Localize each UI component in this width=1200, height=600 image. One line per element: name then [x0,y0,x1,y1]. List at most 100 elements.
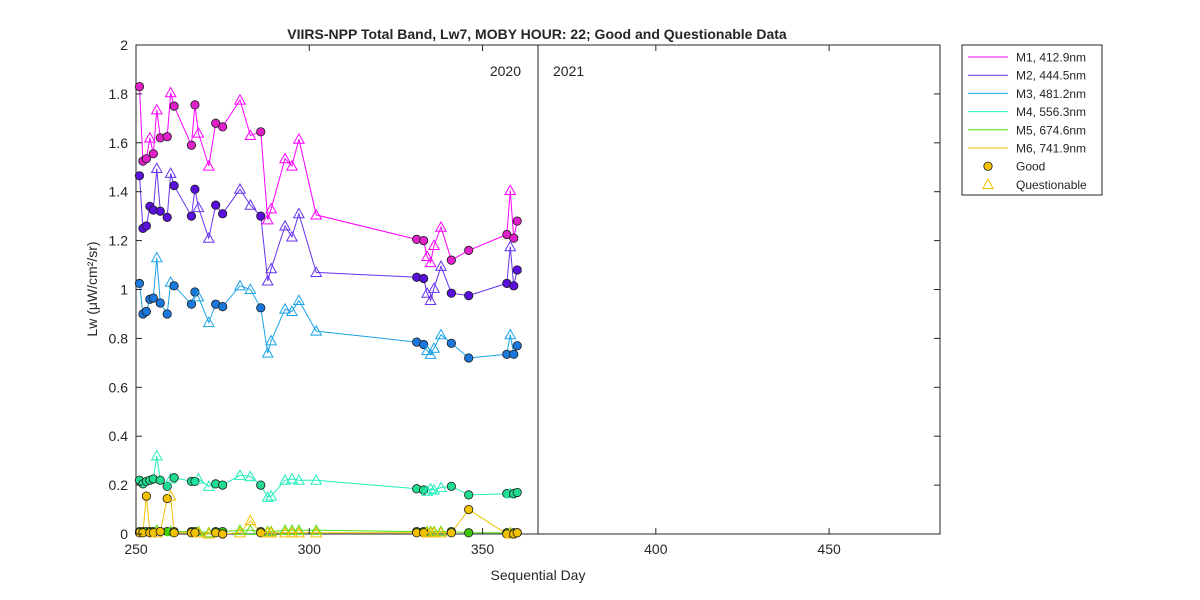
legend-label-m2: M2, 444.5nm [1016,69,1086,83]
good-point-m6-31 [446,528,456,538]
questionable-point-m2-24 [310,266,323,277]
good-point-m6-32 [464,504,474,515]
x-tick-label: 400 [644,541,668,557]
good-point-m4-6 [155,475,165,485]
good-point-m3-35 [509,349,519,359]
questionable-point-m3-28 [424,348,437,359]
questionable-point-m6-29 [427,526,441,538]
good-point-m4-32 [464,490,474,500]
questionable-point-m1-3 [143,131,156,143]
y-tick-label: 0.2 [109,477,129,493]
good-point-m1-11 [190,100,200,110]
good-point-m1-31 [446,255,456,265]
questionable-point-m1-8 [164,86,177,98]
questionable-point-m1-23 [292,132,305,144]
year-label-left: 2020 [490,63,521,79]
good-point-m4-18 [256,480,266,490]
legend-questionable-marker [981,178,995,189]
good-point-m3-10 [186,299,197,309]
questionable-point-m4-13 [202,480,215,491]
questionable-point-m5-21 [278,524,292,535]
good-point-m4-9 [169,473,179,483]
good-point-m3-4 [148,293,158,303]
questionable-point-m3-12 [192,290,205,302]
good-point-m6-18 [256,528,266,538]
legend-items: M1, 412.9nm M2, 444.5nm M3, 481.2nm M4, 556… [968,51,1087,192]
x-tick-label: 350 [471,541,495,557]
good-point-m2-0 [134,171,145,181]
good-point-m2-26 [419,273,429,284]
questionable-point-m4-22 [285,472,299,484]
questionable-point-m3-22 [285,305,299,317]
legend-label-m3: M3, 481.2nm [1016,87,1086,101]
questionable-point-m1-22 [285,159,299,171]
good-point-m6-9 [169,528,179,538]
good-point-m2-2 [141,221,151,231]
questionable-point-m3-29 [427,341,441,353]
questionable-point-m1-28 [424,256,437,268]
legend-label-m1: M1, 412.9nm [1016,51,1086,65]
y-tick-label: 1.8 [109,86,129,102]
questionable-point-m4-30 [434,481,448,493]
questionable-point-m1-34 [504,184,517,196]
questionable-point-m2-34 [504,240,517,252]
questionable-point-m1-27 [421,250,434,262]
good-point-m1-18 [256,127,266,137]
good-point-m3-15 [218,302,228,312]
chart-title: VIIRS-NPP Total Band, Lw7, MOBY HOUR: 22… [287,26,787,42]
good-point-m1-9 [169,101,179,111]
x-tick-label: 300 [298,541,322,557]
good-point-m3-18 [256,303,266,313]
good-point-m4-31 [446,481,456,491]
y-tick-label: 0.8 [109,330,129,346]
good-point-m1-32 [464,245,474,255]
questionable-point-m6-22 [285,526,299,538]
good-point-m3-31 [446,338,456,348]
y-tick-label: 1.6 [109,135,129,151]
y-tick-label: 1 [120,282,128,298]
questionable-point-m6-8 [164,489,177,501]
questionable-point-m5-16 [233,524,247,535]
questionable-point-m5-24 [310,524,323,535]
questionable-point-m2-5 [150,162,163,174]
good-point-m2-18 [256,211,266,221]
good-point-m4-11 [190,476,200,487]
good-point-m2-31 [446,288,456,298]
questionable-point-m4-12 [192,472,205,484]
questionable-point-m1-13 [202,159,215,171]
y-tick-label: 0.4 [109,428,129,444]
axes-ticks: 250 300 350 400 450 0 0.2 0.4 0.6 0.8 1 1.2 1.4 1.6 1.… [109,37,940,557]
questionable-point-m3-30 [434,328,448,340]
good-point-m1-10 [186,140,197,150]
questionable-point-m2-22 [285,230,299,242]
legend-good-label: Good [1016,160,1045,174]
questionable-point-m6-21 [278,526,292,538]
good-point-m4-15 [218,480,228,490]
questionable-point-m3-17 [244,283,257,295]
good-point-m2-7 [162,212,172,222]
questionable-point-m3-5 [150,251,163,263]
y-tick-label: 1.4 [109,184,129,200]
questionable-point-m2-8 [164,167,177,178]
y-tick-label: 2 [120,37,128,53]
good-point-m6-2 [141,491,151,501]
legend: M1, 412.9nm M2, 444.5nm M3, 481.2nm M4, 556… [961,44,1103,196]
questionable-point-m1-12 [192,126,205,138]
good-point-m3-32 [464,353,474,363]
questionable-point-m4-28 [424,482,437,494]
questionable-point-m3-21 [278,302,292,314]
questionable-point-m5-17 [244,524,257,535]
x-tick-label: 450 [817,541,841,557]
questionable-point-m4-16 [233,469,247,480]
questionable-point-m4-27 [421,484,434,496]
questionable-point-m5-23 [292,524,305,535]
good-point-m1-26 [419,236,429,246]
good-point-m2-14 [211,200,221,210]
good-point-m2-35 [509,281,519,291]
questionable-point-m1-30 [434,220,448,232]
questionable-point-m5-22 [285,524,299,535]
questionable-point-m3-20 [265,334,278,346]
good-point-m2-6 [155,206,165,216]
questionable-point-m2-30 [434,260,448,271]
